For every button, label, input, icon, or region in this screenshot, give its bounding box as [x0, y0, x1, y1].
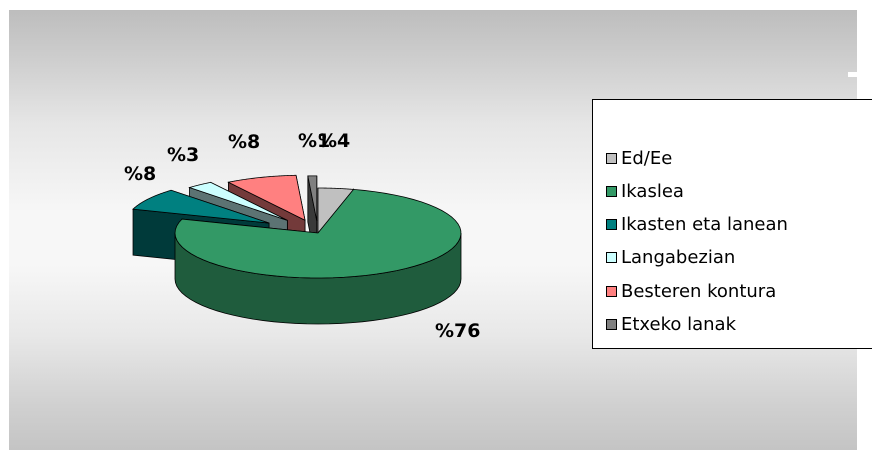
legend-swatch — [606, 319, 617, 330]
pie-slice-langabezian — [188, 181, 288, 221]
legend-label: Langabezian — [621, 247, 736, 269]
legend-item: Langabezian — [606, 244, 735, 272]
data-label: %4 — [318, 130, 350, 152]
legend-item: Etxeko lanak — [606, 311, 736, 339]
legend-item: Ed/Ee — [606, 144, 672, 172]
data-label: %76 — [435, 320, 480, 342]
pie-slice-etxeko-lanak — [307, 175, 318, 221]
legend-item: Besteren kontura — [606, 277, 776, 305]
legend-label: Ikasten eta lanean — [621, 214, 788, 236]
legend-label: Etxeko lanak — [621, 314, 737, 335]
legend-swatch — [606, 252, 617, 264]
legend-label: Ikaslea — [621, 180, 684, 202]
data-label: %8 — [228, 131, 260, 153]
pie-slice-besteren-kontura — [227, 174, 306, 221]
legend-swatch — [606, 219, 617, 231]
legend-swatch — [606, 185, 617, 197]
legend: Ed/Ee Ikaslea Ikasten eta lanean Langabezia… — [592, 99, 872, 349]
legend-label: Besteren kontura — [621, 280, 777, 302]
pie-slice-ikaslea — [174, 188, 462, 279]
frame-tick-left — [0, 72, 9, 77]
data-label: %3 — [167, 144, 199, 166]
data-label: %1 — [298, 130, 330, 152]
legend-swatch — [606, 152, 617, 164]
data-label: %8 — [124, 163, 156, 185]
legend-label: Ed/Ee — [621, 147, 673, 169]
legend-item: Ikaslea — [606, 177, 684, 205]
pie-slice-ikasten-eta-lanean — [132, 189, 270, 224]
frame-tick-right — [848, 72, 857, 77]
legend-item: Ikasten eta lanean — [606, 211, 788, 239]
legend-swatch — [606, 285, 617, 297]
